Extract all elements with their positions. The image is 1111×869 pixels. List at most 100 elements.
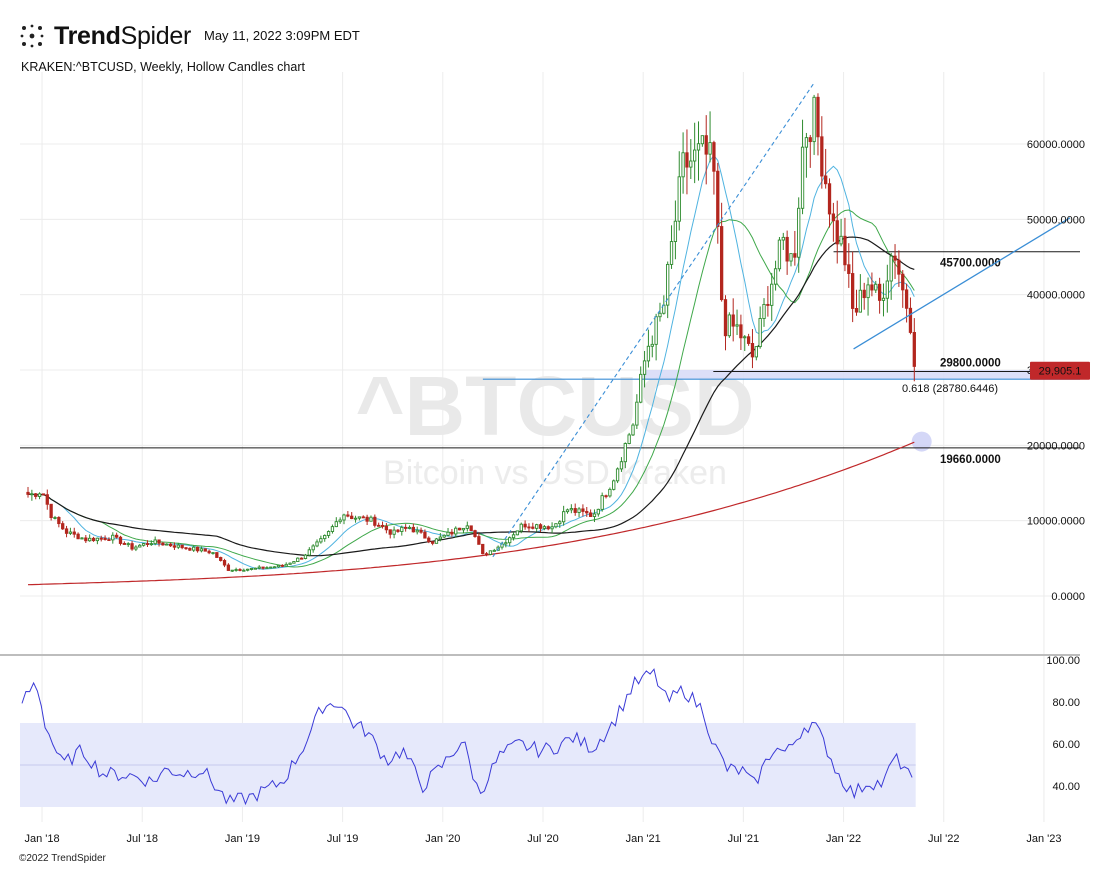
candle-body[interactable] [450,531,454,535]
candle-body[interactable] [303,554,308,559]
candle-body[interactable] [535,524,539,529]
candle-body[interactable] [373,516,377,526]
candle-body[interactable] [423,531,427,539]
candle-body[interactable] [469,525,473,532]
candle-body[interactable] [735,324,739,327]
candle-body[interactable] [577,508,581,513]
candle-body[interactable] [527,526,531,529]
candle-body[interactable] [743,336,747,339]
candle-body[interactable] [222,560,227,566]
candle-body[interactable] [554,523,558,528]
candle-body[interactable] [91,537,96,542]
candle-body[interactable] [230,569,234,572]
candle-body[interactable] [319,538,323,543]
candle-body[interactable] [272,566,277,569]
candle-body[interactable] [49,503,53,519]
candle-body[interactable] [388,529,392,535]
candle-body[interactable] [727,314,731,337]
candle-body[interactable] [816,96,820,138]
candle-body[interactable] [26,491,30,495]
candle-body[interactable] [666,263,670,306]
candle-body[interactable] [427,537,431,543]
candle-body[interactable] [797,207,801,258]
candle-body[interactable] [134,546,138,550]
candle-body[interactable] [523,523,527,528]
candle-body[interactable] [215,552,219,558]
candle-body[interactable] [442,534,446,538]
candle-body[interactable] [627,434,631,444]
candle-body[interactable] [669,241,674,265]
candle-body[interactable] [561,511,566,523]
candle-body[interactable] [550,526,554,530]
candle-body[interactable] [353,517,358,520]
candle-body[interactable] [716,170,720,227]
candle-body[interactable] [912,331,916,367]
candle-body[interactable] [481,543,485,555]
candle-body[interactable] [700,135,705,145]
candle-body[interactable] [84,537,88,542]
candle-body[interactable] [781,236,785,241]
candle-body[interactable] [103,537,107,540]
dashed-trendline[interactable] [492,83,814,558]
trendlines[interactable] [492,83,1071,558]
candle-body[interactable] [172,545,177,548]
candle-body[interactable] [211,552,215,555]
candle-body[interactable] [99,537,103,540]
candle-body[interactable] [195,546,200,552]
candle-body[interactable] [126,543,130,546]
candle-body[interactable] [114,534,119,538]
candle-body[interactable] [839,235,843,245]
candle-body[interactable] [654,316,658,345]
candle-body[interactable] [623,443,627,463]
candle-body[interactable] [885,280,889,299]
candle-body[interactable] [642,360,647,375]
candle-body[interactable] [292,561,296,564]
candle-body[interactable] [219,557,223,561]
candle-body[interactable] [685,152,689,168]
candle-body[interactable] [315,541,319,547]
candle-body[interactable] [746,336,751,344]
candle-body[interactable] [415,529,419,533]
candle-body[interactable] [874,283,878,291]
candle-body[interactable] [473,530,477,537]
candle-body[interactable] [877,283,882,301]
candle-body[interactable] [777,239,782,270]
candle-body[interactable] [785,236,789,262]
candle-body[interactable] [908,307,913,333]
candle-body[interactable] [904,289,909,309]
candle-body[interactable] [392,529,396,535]
candle-body[interactable] [400,526,404,532]
candle-body[interactable] [793,253,797,258]
candle-body[interactable] [800,146,805,209]
candle-body[interactable] [604,495,608,498]
candle-body[interactable] [897,259,901,275]
candle-body[interactable] [276,564,281,568]
candle-body[interactable] [404,526,408,529]
candle-body[interactable] [619,461,624,470]
candle-body[interactable] [484,553,489,556]
candle-body[interactable] [307,549,311,556]
candle-body[interactable] [870,284,874,291]
candle-body[interactable] [862,289,866,299]
candle-body[interactable] [37,493,42,497]
candle-body[interactable] [107,539,111,541]
candle-body[interactable] [430,541,435,544]
candle-body[interactable] [488,550,493,555]
candle-body[interactable] [199,548,204,552]
candle-body[interactable] [477,536,481,545]
candle-body[interactable] [731,314,735,327]
candle-body[interactable] [411,526,416,533]
candle-body[interactable] [141,543,146,546]
candle-body[interactable] [184,547,188,550]
candle-body[interactable] [858,289,862,313]
candle-body[interactable] [246,568,250,571]
candle-body[interactable] [881,297,886,301]
candle-body[interactable] [762,303,766,319]
candle-body[interactable] [615,468,620,482]
candle-body[interactable] [88,537,92,542]
candle-body[interactable] [712,142,716,172]
candle-body[interactable] [704,135,708,155]
candle-body[interactable] [330,526,335,532]
candle-body[interactable] [585,510,589,514]
candle-body[interactable] [253,567,258,570]
